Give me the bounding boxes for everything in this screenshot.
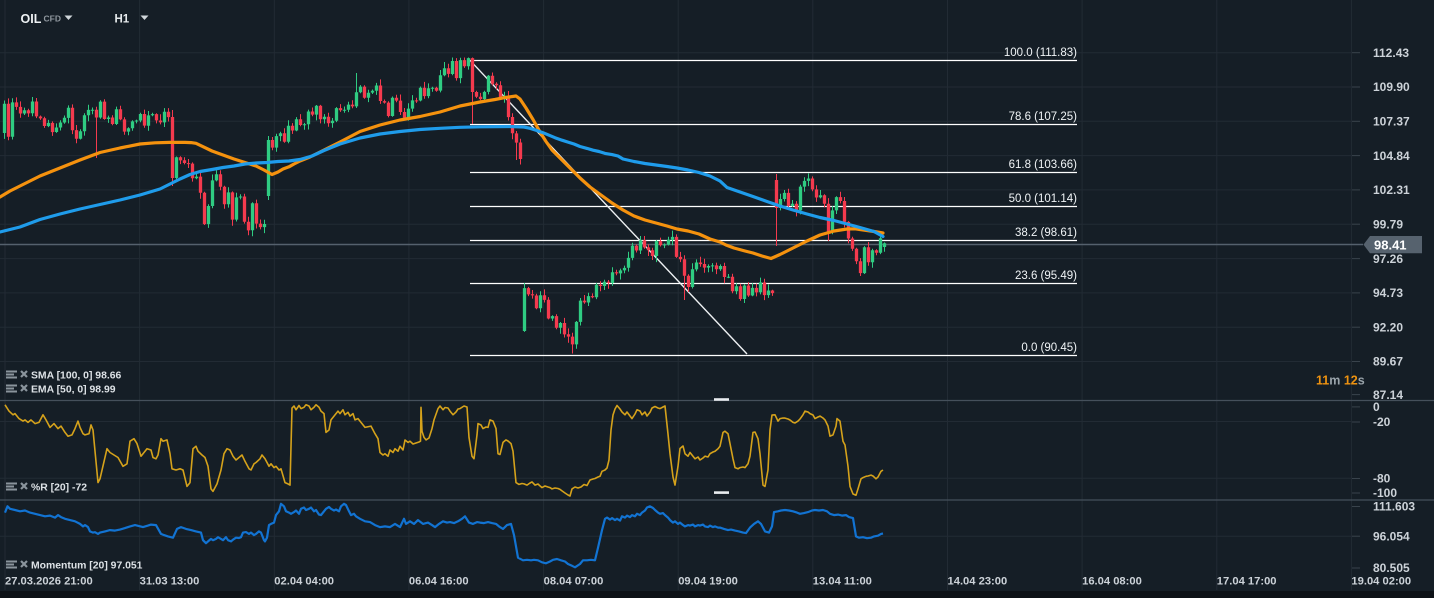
svg-text:02.04 04:00: 02.04 04:00 [274,576,334,588]
svg-text:99.79: 99.79 [1373,217,1403,231]
svg-text:107.37: 107.37 [1373,115,1410,129]
svg-text:14.04 23:00: 14.04 23:00 [948,576,1008,588]
svg-text:102.31: 102.31 [1373,183,1410,197]
svg-text:H1: H1 [115,14,130,26]
svg-text:80.505: 80.505 [1373,561,1410,575]
svg-text:0: 0 [1373,400,1380,414]
svg-text:-100: -100 [1373,486,1397,500]
svg-text:98.41: 98.41 [1374,238,1407,253]
svg-text:16.04 08:00: 16.04 08:00 [1082,576,1142,588]
svg-text:97.26: 97.26 [1373,252,1403,266]
svg-text:31.03 13:00: 31.03 13:00 [140,576,200,588]
svg-text:0.0 (90.45): 0.0 (90.45) [1021,342,1077,354]
svg-text:111.603: 111.603 [1373,500,1415,514]
svg-text:OIL: OIL [21,12,42,26]
svg-text:112.43: 112.43 [1373,46,1409,60]
svg-text:17.04 17:00: 17.04 17:00 [1217,576,1277,588]
svg-text:EMA [50, 0] 98.99: EMA [50, 0] 98.99 [31,385,116,396]
svg-text:-20: -20 [1373,415,1391,429]
svg-text:Momentum [20] 97.051: Momentum [20] 97.051 [31,561,143,572]
svg-text:109.90: 109.90 [1373,80,1410,94]
svg-text:27.03.2026 21:00: 27.03.2026 21:00 [5,576,93,588]
svg-text:23.6 (95.49): 23.6 (95.49) [1015,270,1077,282]
svg-text:87.14: 87.14 [1373,388,1403,402]
svg-text:50.0 (101.14): 50.0 (101.14) [1009,193,1078,205]
svg-text:78.6 (107.25): 78.6 (107.25) [1009,111,1078,123]
svg-text:09.04 19:00: 09.04 19:00 [678,576,738,588]
svg-text:38.2 (98.61): 38.2 (98.61) [1015,227,1077,239]
svg-text:19.04 02:00: 19.04 02:00 [1351,576,1411,588]
svg-text:08.04 07:00: 08.04 07:00 [544,576,604,588]
svg-text:CFD: CFD [44,14,61,24]
svg-text:94.73: 94.73 [1373,286,1403,300]
svg-text:104.84: 104.84 [1373,149,1410,163]
svg-text:96.054: 96.054 [1373,529,1410,543]
svg-text:100.0 (111.83): 100.0 (111.83) [1004,47,1077,59]
svg-text:SMA [100, 0] 98.66: SMA [100, 0] 98.66 [31,371,122,382]
svg-text:%R [20] -72: %R [20] -72 [31,483,87,494]
svg-text:06.04 16:00: 06.04 16:00 [409,576,469,588]
svg-text:92.20: 92.20 [1373,320,1403,334]
svg-text:-80: -80 [1373,472,1391,486]
svg-text:13.04 11:00: 13.04 11:00 [813,576,872,588]
svg-text:89.67: 89.67 [1373,355,1403,369]
svg-text:11m 12s: 11m 12s [1316,374,1365,388]
svg-text:61.8 (103.66): 61.8 (103.66) [1009,159,1078,171]
